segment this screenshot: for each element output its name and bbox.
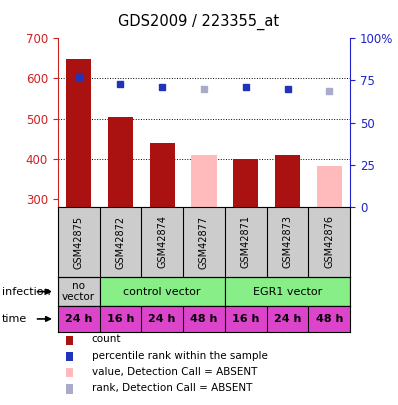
- Bar: [108, 117, 133, 207]
- Text: no
vector: no vector: [62, 281, 95, 303]
- Bar: [100, 277, 225, 306]
- Text: EGR1 vector: EGR1 vector: [253, 287, 322, 296]
- Text: 24 h: 24 h: [148, 314, 176, 324]
- Text: control vector: control vector: [123, 287, 201, 296]
- Text: 24 h: 24 h: [65, 314, 92, 324]
- Text: rank, Detection Call = ABSENT: rank, Detection Call = ABSENT: [92, 383, 252, 393]
- Bar: [58, 277, 100, 306]
- Bar: [66, 59, 91, 207]
- Bar: [317, 166, 342, 207]
- Text: 16 h: 16 h: [107, 314, 134, 324]
- Text: GSM42874: GSM42874: [157, 215, 167, 269]
- Text: GSM42872: GSM42872: [115, 215, 125, 269]
- Text: 24 h: 24 h: [274, 314, 301, 324]
- Text: 48 h: 48 h: [190, 314, 218, 324]
- Text: value, Detection Call = ABSENT: value, Detection Call = ABSENT: [92, 367, 257, 377]
- Bar: [275, 156, 300, 207]
- Text: time: time: [2, 314, 27, 324]
- Text: GDS2009 / 223355_at: GDS2009 / 223355_at: [119, 14, 279, 30]
- Bar: [150, 143, 175, 207]
- Bar: [225, 277, 350, 306]
- Text: count: count: [92, 335, 121, 344]
- Text: 48 h: 48 h: [316, 314, 343, 324]
- Text: GSM42875: GSM42875: [74, 215, 84, 269]
- Text: infection: infection: [2, 287, 51, 296]
- Text: GSM42873: GSM42873: [283, 215, 293, 269]
- Text: GSM42871: GSM42871: [241, 215, 251, 269]
- Text: GSM42876: GSM42876: [324, 215, 334, 269]
- Text: GSM42877: GSM42877: [199, 215, 209, 269]
- Text: 16 h: 16 h: [232, 314, 259, 324]
- Bar: [191, 156, 217, 207]
- Text: percentile rank within the sample: percentile rank within the sample: [92, 351, 267, 360]
- Bar: [233, 158, 258, 207]
